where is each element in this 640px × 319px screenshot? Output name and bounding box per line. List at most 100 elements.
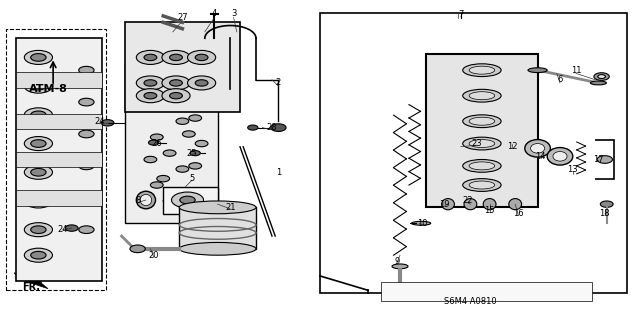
Circle shape [144, 156, 157, 163]
Circle shape [65, 225, 78, 231]
Circle shape [24, 223, 52, 237]
Ellipse shape [469, 181, 495, 189]
Text: 2: 2 [276, 78, 281, 87]
Text: 25: 25 [187, 149, 197, 158]
Circle shape [31, 226, 46, 234]
Text: 26: 26 [152, 139, 162, 148]
Text: 12: 12 [507, 142, 517, 151]
Ellipse shape [412, 221, 431, 225]
Text: 5: 5 [189, 174, 195, 183]
Circle shape [195, 140, 208, 147]
Bar [426, 54, 538, 207]
Bar [6, 29, 106, 290]
Text: 16: 16 [513, 209, 524, 218]
Circle shape [79, 226, 94, 234]
Text: 10: 10 [417, 219, 428, 228]
Text: 28: 28 [267, 123, 277, 132]
Text: 19: 19 [440, 200, 450, 209]
Bar [179, 207, 256, 249]
Text: 23: 23 [472, 139, 482, 148]
Ellipse shape [463, 179, 501, 191]
Ellipse shape [463, 160, 501, 172]
Circle shape [24, 248, 52, 262]
Bar [16, 190, 102, 206]
Circle shape [172, 192, 204, 208]
Circle shape [170, 93, 182, 99]
Bar [125, 64, 218, 223]
Circle shape [163, 150, 176, 156]
Circle shape [157, 175, 170, 182]
Bar [16, 38, 102, 281]
Text: 21: 21 [225, 203, 236, 212]
Circle shape [31, 54, 46, 61]
Circle shape [31, 251, 46, 259]
Text: 11: 11 [571, 66, 581, 75]
Circle shape [24, 137, 52, 151]
Text: 24: 24 [58, 225, 68, 234]
Circle shape [31, 111, 46, 119]
Circle shape [150, 86, 163, 93]
Ellipse shape [463, 64, 501, 77]
Circle shape [24, 79, 52, 93]
Bar [320, 13, 627, 293]
Ellipse shape [469, 92, 495, 100]
Ellipse shape [469, 139, 495, 148]
Text: 7: 7 [458, 10, 463, 19]
Circle shape [163, 198, 176, 204]
Circle shape [176, 118, 189, 124]
Circle shape [182, 131, 195, 137]
Text: ATM-8: ATM-8 [29, 84, 67, 94]
Ellipse shape [553, 152, 567, 161]
Text: 15: 15 [484, 206, 495, 215]
Ellipse shape [525, 139, 550, 157]
Circle shape [176, 166, 189, 172]
Circle shape [597, 156, 612, 163]
Circle shape [79, 130, 94, 138]
Circle shape [195, 80, 208, 86]
Ellipse shape [463, 89, 501, 102]
Circle shape [150, 134, 163, 140]
Ellipse shape [463, 115, 501, 128]
Circle shape [144, 54, 157, 61]
Ellipse shape [464, 198, 477, 210]
Text: 8: 8 [135, 197, 140, 205]
Text: S6M4 A0810: S6M4 A0810 [444, 297, 497, 306]
Circle shape [162, 50, 190, 64]
Ellipse shape [509, 198, 522, 210]
Ellipse shape [547, 147, 573, 165]
Circle shape [188, 76, 216, 90]
Bar [16, 152, 102, 167]
Text: 4: 4 [212, 9, 217, 18]
Circle shape [24, 165, 52, 179]
Circle shape [130, 245, 145, 253]
Ellipse shape [463, 137, 501, 150]
Ellipse shape [531, 144, 545, 153]
Text: 9: 9 [394, 257, 399, 266]
Text: 17: 17 [593, 155, 604, 164]
Ellipse shape [140, 194, 152, 206]
Circle shape [31, 82, 46, 90]
Circle shape [163, 102, 176, 108]
Text: 13: 13 [568, 165, 578, 174]
Circle shape [79, 98, 94, 106]
Circle shape [189, 115, 202, 121]
Bar [16, 114, 102, 129]
Text: FR.: FR. [22, 282, 40, 292]
Circle shape [190, 151, 200, 156]
Circle shape [170, 54, 182, 61]
Circle shape [136, 50, 164, 64]
Circle shape [248, 125, 258, 130]
Circle shape [162, 76, 190, 90]
Bar [125, 22, 240, 112]
Circle shape [170, 80, 182, 86]
Ellipse shape [392, 264, 408, 269]
Text: 20: 20 [148, 251, 159, 260]
Ellipse shape [469, 162, 495, 170]
Circle shape [24, 108, 52, 122]
Ellipse shape [528, 68, 547, 73]
Circle shape [31, 168, 46, 176]
Polygon shape [14, 273, 48, 289]
Circle shape [136, 89, 164, 103]
Circle shape [170, 102, 182, 108]
Circle shape [136, 76, 164, 90]
